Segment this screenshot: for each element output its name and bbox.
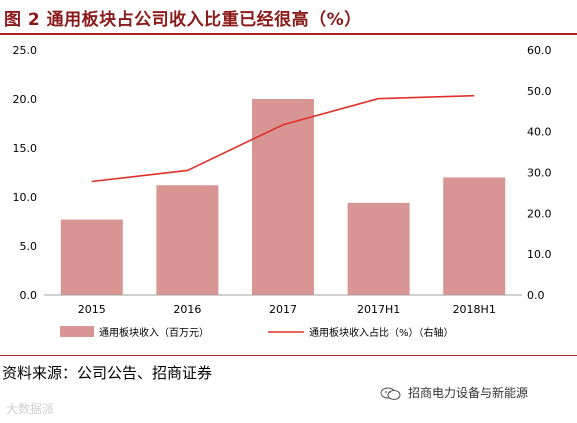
title-bar: 图 2 通用板块占公司收入比重已经很高（%） — [0, 0, 577, 35]
bar — [252, 99, 314, 295]
bar — [156, 185, 219, 295]
chart-title: 图 2 通用板块占公司收入比重已经很高（%） — [4, 10, 362, 30]
y-left-tick-label: 10.0 — [13, 191, 38, 204]
y-left-tick-label: 20.0 — [13, 93, 38, 106]
source-divider — [0, 355, 577, 356]
wechat-icon — [380, 387, 401, 400]
y-right-tick-label: 20.0 — [527, 207, 552, 220]
source-note: 资料来源：公司公告、招商证券 — [2, 364, 213, 382]
wechat-account: 招商电力设备与新能源 — [380, 384, 528, 401]
watermark-logo: 大数据派 — [6, 402, 55, 416]
legend-label-bar: 通用板块收入（百万元） — [99, 326, 209, 339]
y-right-tick-label: 40.0 — [527, 126, 552, 139]
title-divider — [0, 33, 577, 35]
x-tick-label: 2017H1 — [357, 303, 400, 316]
y-left-tick-label: 25.0 — [13, 44, 38, 57]
bar — [60, 219, 123, 295]
x-tick-label: 2015 — [78, 303, 106, 316]
x-tick-label: 2018H1 — [453, 303, 496, 316]
wechat-account-name: 招商电力设备与新能源 — [408, 386, 529, 400]
legend-swatch-bar — [60, 326, 94, 337]
y-left-tick-label: 5.0 — [20, 240, 38, 253]
bar — [443, 177, 506, 295]
y-left-tick-label: 15.0 — [13, 142, 38, 155]
y-left-tick-label: 0.0 — [20, 289, 38, 302]
y-right-tick-label: 30.0 — [527, 167, 552, 180]
x-tick-label: 2016 — [173, 303, 201, 316]
y-right-tick-label: 60.0 — [527, 44, 552, 57]
legend-label-line: 通用板块收入占比（%）（右轴） — [309, 326, 454, 339]
chart: 0.0 5.0 10.0 15.0 20.0 25.0 0.0 10.0 20.0 30.0 40.… — [13, 44, 552, 339]
y-right-tick-label: 0.0 — [527, 289, 545, 302]
y-right-tick-label: 50.0 — [527, 85, 552, 98]
x-tick-label: 2017 — [269, 303, 297, 316]
bar — [347, 202, 410, 295]
y-right-tick-label: 10.0 — [527, 248, 552, 261]
